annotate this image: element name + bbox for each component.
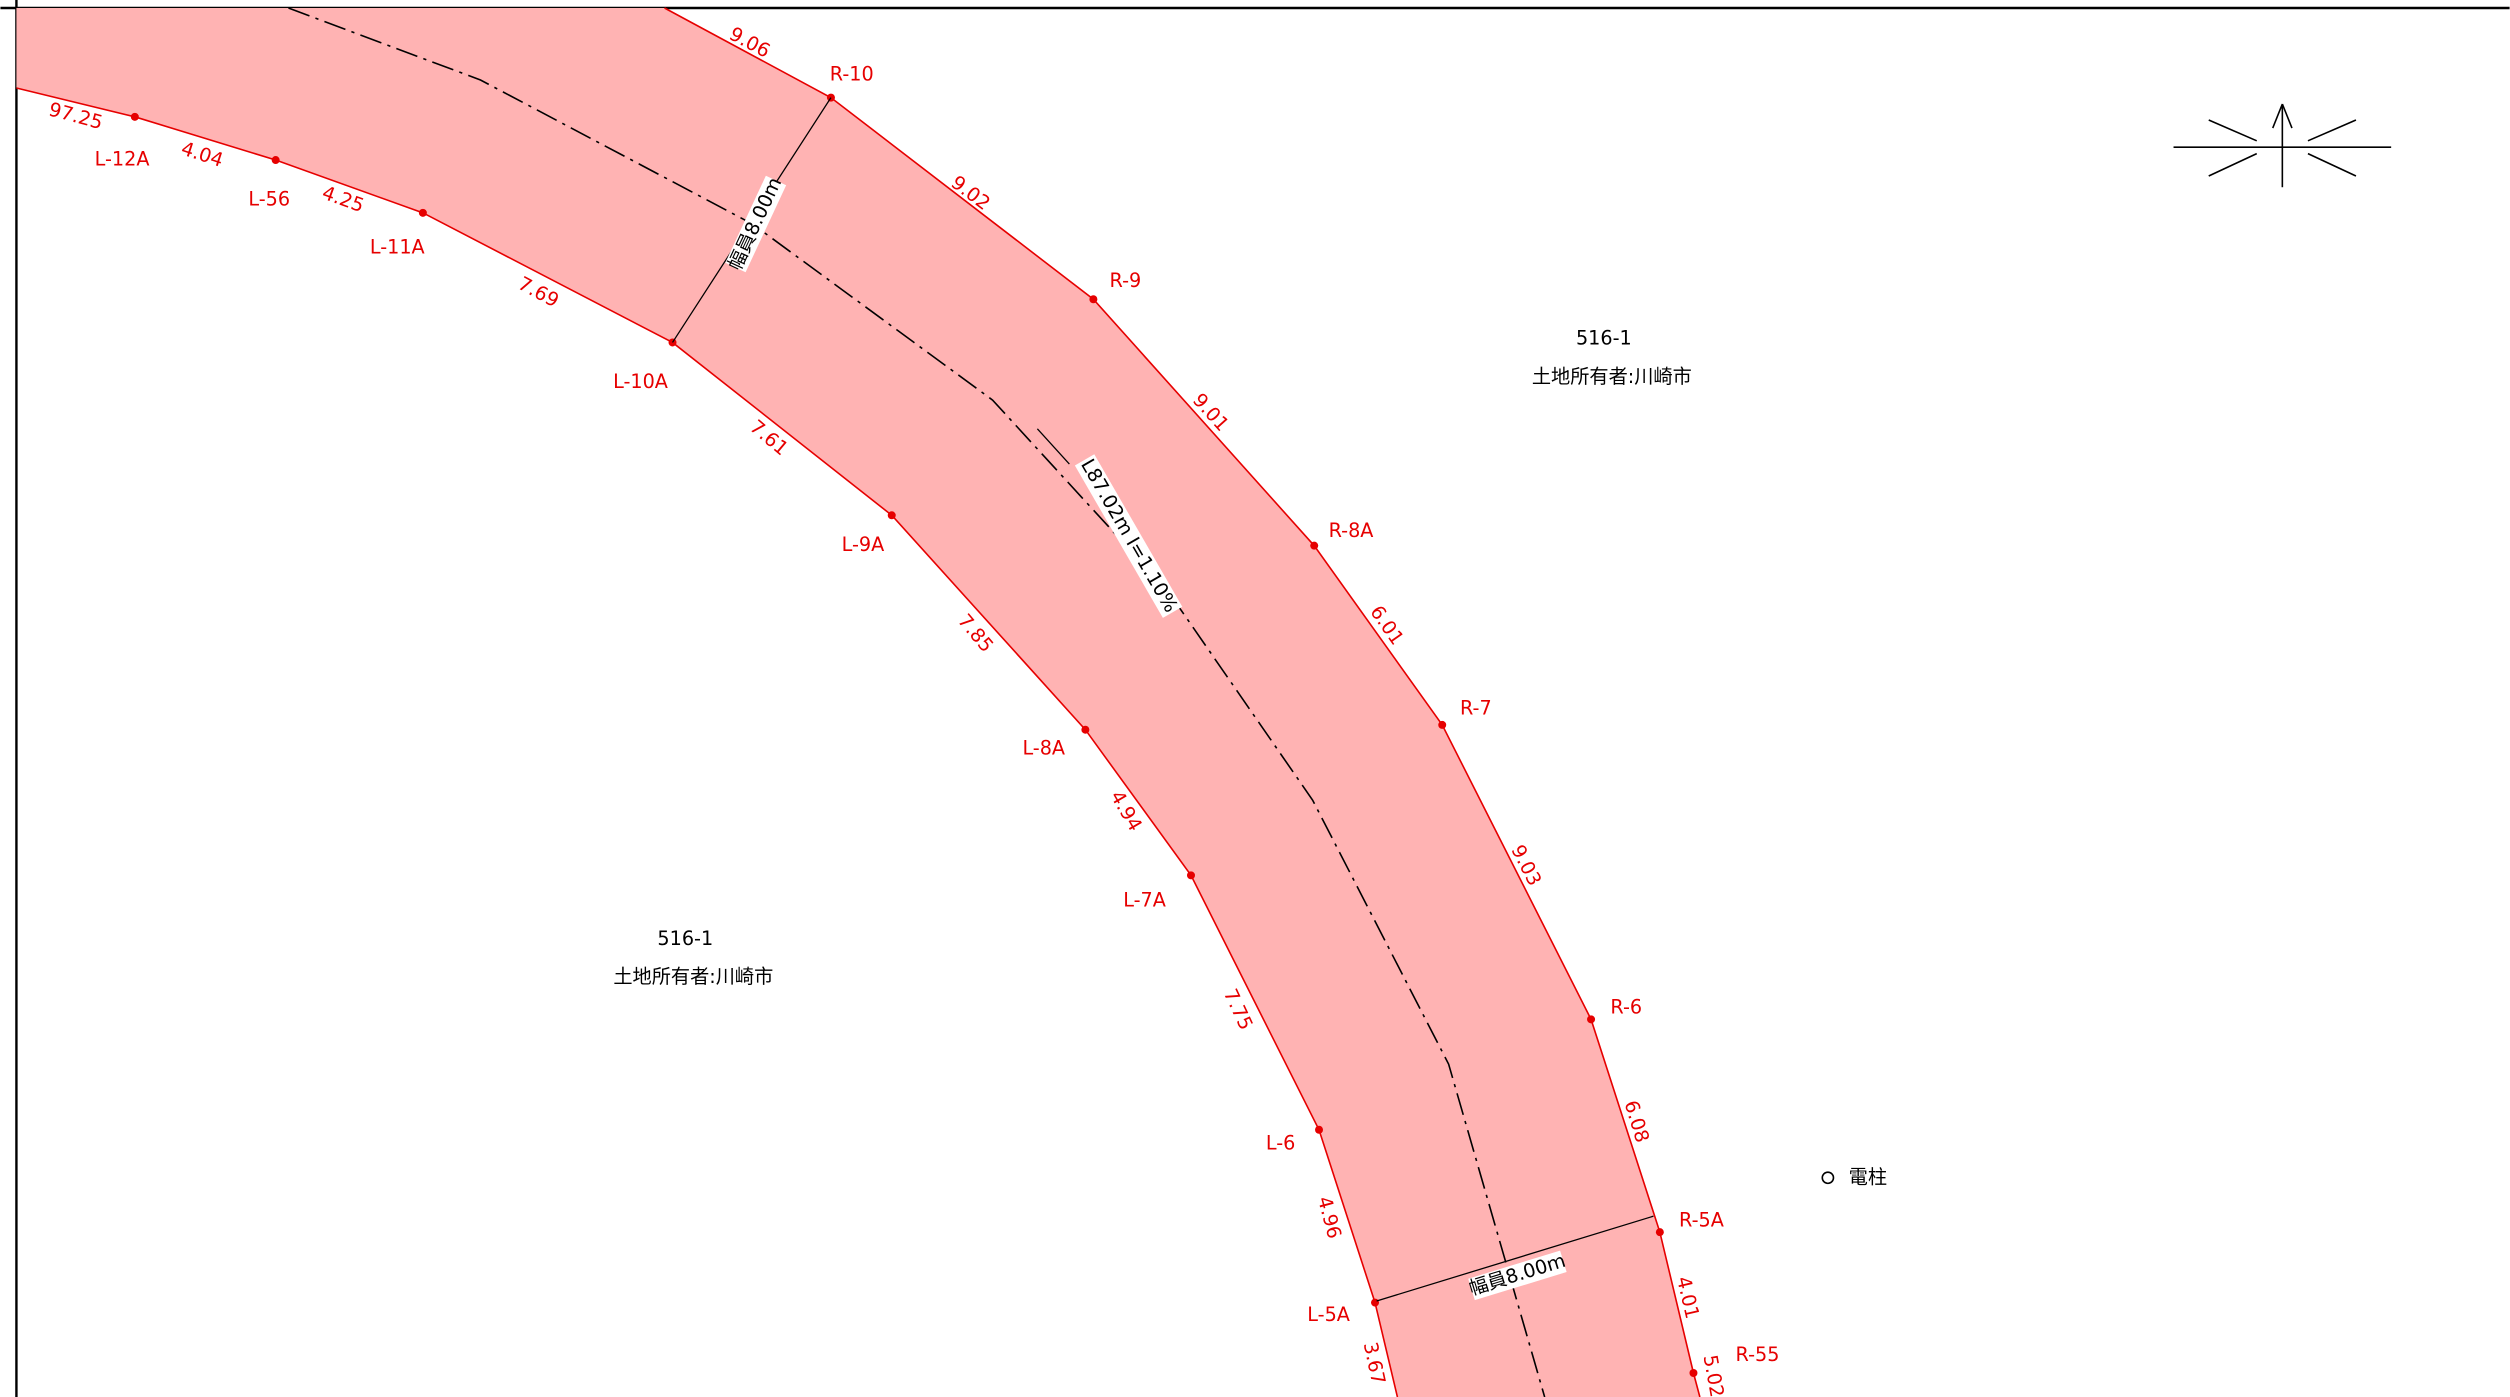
- point: [1081, 725, 1090, 734]
- label-bg: [1074, 454, 1183, 618]
- point: [1089, 295, 1098, 304]
- point-label: R-10: [830, 63, 874, 86]
- parcel-number: 516-1: [1576, 327, 1632, 350]
- point: [1371, 1298, 1380, 1307]
- label-bg: [725, 175, 787, 273]
- point-label: L-9A: [842, 533, 885, 556]
- point: [887, 511, 896, 520]
- point-label: L-8A: [1022, 736, 1065, 759]
- label-bg: [1468, 1250, 1567, 1301]
- point: [271, 156, 280, 165]
- road-area: [16, 8, 1700, 1397]
- parcel-owner: 土地所有者:川崎市: [613, 965, 773, 988]
- width-line: [1376, 1215, 1654, 1302]
- point-label: R-8A: [1329, 519, 1374, 542]
- point: [418, 208, 427, 217]
- point-label: R-7: [1460, 696, 1492, 719]
- point: [1587, 1015, 1596, 1024]
- parcel-number: 516-1: [657, 927, 713, 950]
- point: [130, 112, 139, 121]
- point-label: L-56: [248, 188, 290, 211]
- distance-label: 5.02: [1699, 1353, 1729, 1397]
- point-label: R-55: [1736, 1343, 1780, 1366]
- leader: [1036, 428, 1070, 465]
- parcel-owner: 土地所有者:川崎市: [1532, 365, 1692, 388]
- point-label: R-6: [1610, 996, 1642, 1019]
- point: [1655, 1228, 1664, 1237]
- point-label: R-5A: [1679, 1208, 1724, 1231]
- point-label: L-11A: [370, 236, 425, 259]
- distance-label: 4.96: [1313, 1194, 1346, 1241]
- point-label: L-12A: [95, 148, 150, 171]
- point: [1689, 1368, 1698, 1377]
- point-label: L-5A: [1307, 1303, 1350, 1326]
- point-label: R-9: [1110, 269, 1142, 292]
- point-label: L-7A: [1123, 888, 1166, 911]
- point-label: L-10A: [613, 370, 668, 393]
- pole-label: 電柱: [1849, 1165, 1887, 1188]
- point: [1438, 720, 1447, 729]
- point: [1186, 871, 1195, 880]
- north-arrow: [2173, 103, 2392, 188]
- centerline: [288, 7, 1546, 1397]
- point-label: L-6: [1266, 1132, 1295, 1155]
- point: [1315, 1125, 1324, 1134]
- point: [1310, 541, 1319, 550]
- utility-pole: [1821, 1171, 1835, 1185]
